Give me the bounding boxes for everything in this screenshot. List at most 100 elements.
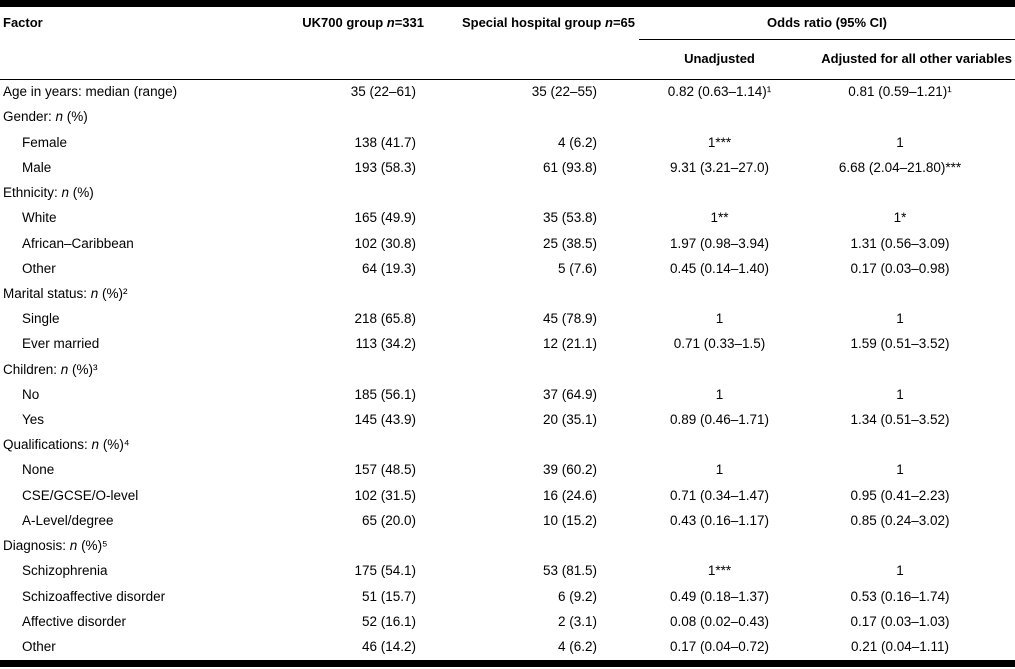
top-rule — [0, 0, 1015, 7]
special-hospital-cell: 37 (64.9) — [542, 386, 597, 402]
special-hospital-cell: 53 (81.5) — [542, 563, 597, 579]
group-row: Gender: n (%) — [0, 105, 1015, 130]
table-row: Single 218 (65.8) 45 (78.9) 1 1 — [0, 307, 1015, 332]
table-row: Yes 145 (43.9) 20 (35.1) 0.89 (0.46–1.71) 1.… — [0, 408, 1015, 433]
col-header-unadjusted: Unadjusted — [684, 51, 755, 67]
special-hospital-cell: 16 (24.6) — [542, 487, 597, 503]
uk700-cell: 157 (48.5) — [354, 462, 416, 478]
uk700-cell: 102 (31.5) — [354, 487, 416, 503]
uk700-cell: 51 (15.7) — [361, 588, 416, 604]
factor-cell: Age in years: median (range) — [3, 84, 178, 100]
uk700-cell: 65 (20.0) — [361, 512, 416, 528]
unadjusted-or-cell: 1 — [715, 386, 724, 402]
adjusted-or-cell: 1 — [896, 462, 904, 478]
uk700-cell: 46 (14.2) — [361, 639, 416, 654]
table-row: White 165 (49.9) 35 (53.8) 1** 1* — [0, 206, 1015, 231]
factor-cell: Marital status: n (%)² — [3, 285, 128, 301]
factor-cell: Other — [22, 639, 56, 654]
special-hospital-cell: 61 (93.8) — [542, 159, 597, 175]
unadjusted-or-cell: 0.71 (0.33–1.5) — [673, 336, 766, 352]
uk700-cell: 52 (16.1) — [361, 613, 416, 629]
factor-cell: Schizoaffective disorder — [22, 588, 166, 604]
table-row: Female 138 (41.7) 4 (6.2) 1*** 1 — [0, 130, 1015, 155]
special-hospital-cell: 39 (60.2) — [542, 462, 597, 478]
factor-cell: Female — [22, 134, 68, 150]
factor-cell: Single — [22, 311, 60, 327]
factor-cell: CSE/GCSE/O-level — [22, 487, 139, 503]
uk700-cell: 185 (56.1) — [354, 386, 416, 402]
adjusted-or-cell: 1.31 (0.56–3.09) — [850, 235, 950, 251]
table-row: CSE/GCSE/O-level 102 (31.5) 16 (24.6) 0.71 … — [0, 484, 1015, 509]
uk700-cell: 218 (65.8) — [354, 311, 416, 327]
uk700-cell: 113 (34.2) — [355, 336, 416, 352]
special-hospital-cell: 25 (38.5) — [542, 235, 597, 251]
col-header-odds-ratio: Odds ratio (95% CI) — [639, 7, 1015, 40]
table-row: Other 46 (14.2) 4 (6.2) 0.17 (0.04–0.72) 0.2… — [0, 635, 1015, 660]
unadjusted-or-cell: 1*** — [707, 563, 732, 579]
adjusted-or-cell: 1 — [896, 563, 904, 579]
factor-cell: Affective disorder — [22, 613, 127, 629]
factor-cell: Ever married — [22, 336, 100, 352]
factor-cell: White — [22, 210, 57, 226]
unadjusted-or-cell: 0.71 (0.34–1.47) — [669, 487, 770, 503]
adjusted-or-cell: 0.17 (0.03–0.98) — [850, 260, 950, 276]
adjusted-or-cell: 0.53 (0.16–1.74) — [850, 588, 950, 604]
table-row: Male 193 (58.3) 61 (93.8) 9.31 (3.21–27.0) 6… — [0, 156, 1015, 181]
special-hospital-cell: 10 (15.2) — [542, 512, 597, 528]
special-hospital-cell: 4 (6.2) — [557, 639, 597, 654]
table-row: A-Level/degree 65 (20.0) 10 (15.2) 0.43 (0.… — [0, 509, 1015, 534]
table-row: Other 64 (19.3) 5 (7.6) 0.45 (0.14–1.40) 0.1… — [0, 257, 1015, 282]
table-row: African–Caribbean 102 (30.8) 25 (38.5) 1.97… — [0, 231, 1015, 256]
uk700-cell: 193 (58.3) — [354, 159, 416, 175]
unadjusted-or-cell: 0.82 (0.63–1.14)¹ — [667, 84, 772, 100]
adjusted-or-cell: 1.59 (0.51–3.52) — [850, 336, 950, 352]
table-row: Age in years: median (range) 35 (22–61) 35… — [0, 80, 1015, 105]
special-hospital-cell: 5 (7.6) — [557, 260, 597, 276]
header-body-rule — [0, 79, 1015, 80]
adjusted-or-cell: 1 — [896, 386, 904, 402]
adjusted-or-cell: 1 — [896, 134, 904, 150]
unadjusted-or-cell: 0.08 (0.02–0.43) — [669, 613, 770, 629]
unadjusted-or-cell: 0.49 (0.18–1.37) — [669, 588, 770, 604]
adjusted-or-cell: 0.95 (0.41–2.23) — [850, 487, 950, 503]
special-hospital-cell: 2 (3.1) — [557, 613, 597, 629]
table-header-row-2: Unadjusted Adjusted for all other variab… — [0, 40, 1015, 79]
special-hospital-cell: 6 (9.2) — [557, 588, 597, 604]
adjusted-or-cell: 1 — [896, 311, 904, 327]
table-row: Affective disorder 52 (16.1) 2 (3.1) 0.08 (… — [0, 610, 1015, 635]
table-row: Ever married 113 (34.2) 12 (21.1) 0.71 (0.3… — [0, 332, 1015, 357]
special-hospital-cell: 35 (22–55) — [531, 84, 597, 100]
group-row: Qualifications: n (%)⁴ — [0, 433, 1015, 458]
group-row: Diagnosis: n (%)⁵ — [0, 534, 1015, 559]
group-row: Marital status: n (%)² — [0, 282, 1015, 307]
uk700-cell: 165 (49.9) — [354, 210, 416, 226]
factor-cell: Ethnicity: n (%) — [3, 185, 94, 201]
uk700-cell: 102 (30.8) — [354, 235, 416, 251]
factor-cell: Gender: n (%) — [3, 109, 88, 125]
uk700-cell: 64 (19.3) — [361, 260, 416, 276]
group-row: Ethnicity: n (%) — [0, 181, 1015, 206]
col-header-factor: Factor — [3, 15, 43, 31]
factor-cell: Qualifications: n (%)⁴ — [3, 437, 130, 453]
adjusted-or-cell: 0.85 (0.24–3.02) — [850, 512, 950, 528]
uk700-cell: 138 (41.7) — [354, 134, 416, 150]
adjusted-or-cell: 0.81 (0.59–1.21)¹ — [848, 84, 952, 100]
unadjusted-or-cell: 1*** — [707, 134, 732, 150]
special-hospital-cell: 12 (21.1) — [542, 336, 597, 352]
adjusted-or-cell: 0.21 (0.04–1.11) — [850, 639, 950, 654]
factor-cell: African–Caribbean — [22, 235, 134, 251]
unadjusted-or-cell: 0.43 (0.16–1.17) — [669, 512, 770, 528]
factor-cell: None — [22, 462, 55, 478]
adjusted-or-cell: 0.17 (0.03–1.03) — [850, 613, 950, 629]
unadjusted-or-cell: 1.97 (0.98–3.94) — [669, 235, 770, 251]
factor-cell: Other — [22, 260, 56, 276]
special-hospital-cell: 35 (53.8) — [542, 210, 597, 226]
unadjusted-or-cell: 0.89 (0.46–1.71) — [669, 412, 770, 428]
unadjusted-or-cell: 0.17 (0.04–0.72) — [669, 639, 770, 654]
col-header-special-hospital-group: Special hospital group n=65 — [461, 15, 635, 31]
uk700-cell: 175 (54.1) — [354, 563, 416, 579]
special-hospital-cell: 4 (6.2) — [557, 134, 597, 150]
col-header-adjusted: Adjusted for all other variables — [821, 51, 1012, 67]
unadjusted-or-cell: 1 — [715, 462, 724, 478]
